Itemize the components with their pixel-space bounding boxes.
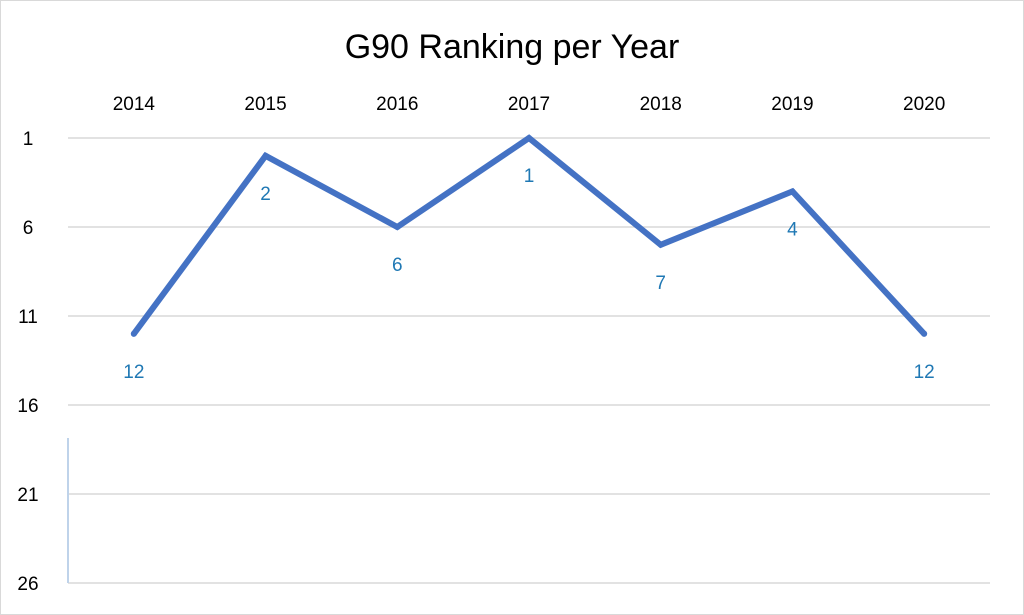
data-label: 12 [123, 362, 144, 383]
y-tick-label: 1 [23, 129, 34, 150]
data-label: 4 [787, 219, 798, 240]
data-label: 1 [524, 166, 535, 187]
data-point [526, 135, 532, 141]
data-point [394, 224, 401, 230]
x-tick-label: 2016 [376, 94, 418, 115]
chart-title: G90 Ranking per Year [345, 28, 680, 66]
y-tick-label: 16 [17, 396, 38, 417]
x-tick-label: 2020 [903, 94, 945, 115]
data-label: 6 [392, 255, 403, 276]
data-point [657, 241, 664, 248]
x-tick-label: 2018 [640, 94, 682, 115]
y-tick-label: 21 [17, 485, 38, 506]
x-tick-label: 2015 [244, 94, 286, 115]
x-tick-label: 2017 [508, 94, 550, 115]
data-point [262, 152, 269, 159]
data-point [921, 330, 928, 337]
data-labels: 12 2 6 1 7 4 12 [123, 166, 934, 383]
data-label: 12 [914, 362, 935, 383]
data-label: 7 [655, 273, 666, 294]
x-tick-label: 2014 [113, 94, 156, 115]
y-tick-label: 6 [23, 218, 34, 239]
series-layer [130, 134, 928, 337]
gridlines [67, 137, 990, 584]
data-point [789, 188, 796, 195]
y-tick-label: 11 [18, 307, 38, 328]
data-label: 2 [260, 184, 271, 205]
y-tick-label: 26 [17, 574, 38, 595]
x-tick-label: 2019 [771, 94, 813, 115]
data-point [130, 330, 137, 337]
x-axis-ticks: 2014 2015 2016 2017 2018 2019 2020 [113, 94, 946, 115]
